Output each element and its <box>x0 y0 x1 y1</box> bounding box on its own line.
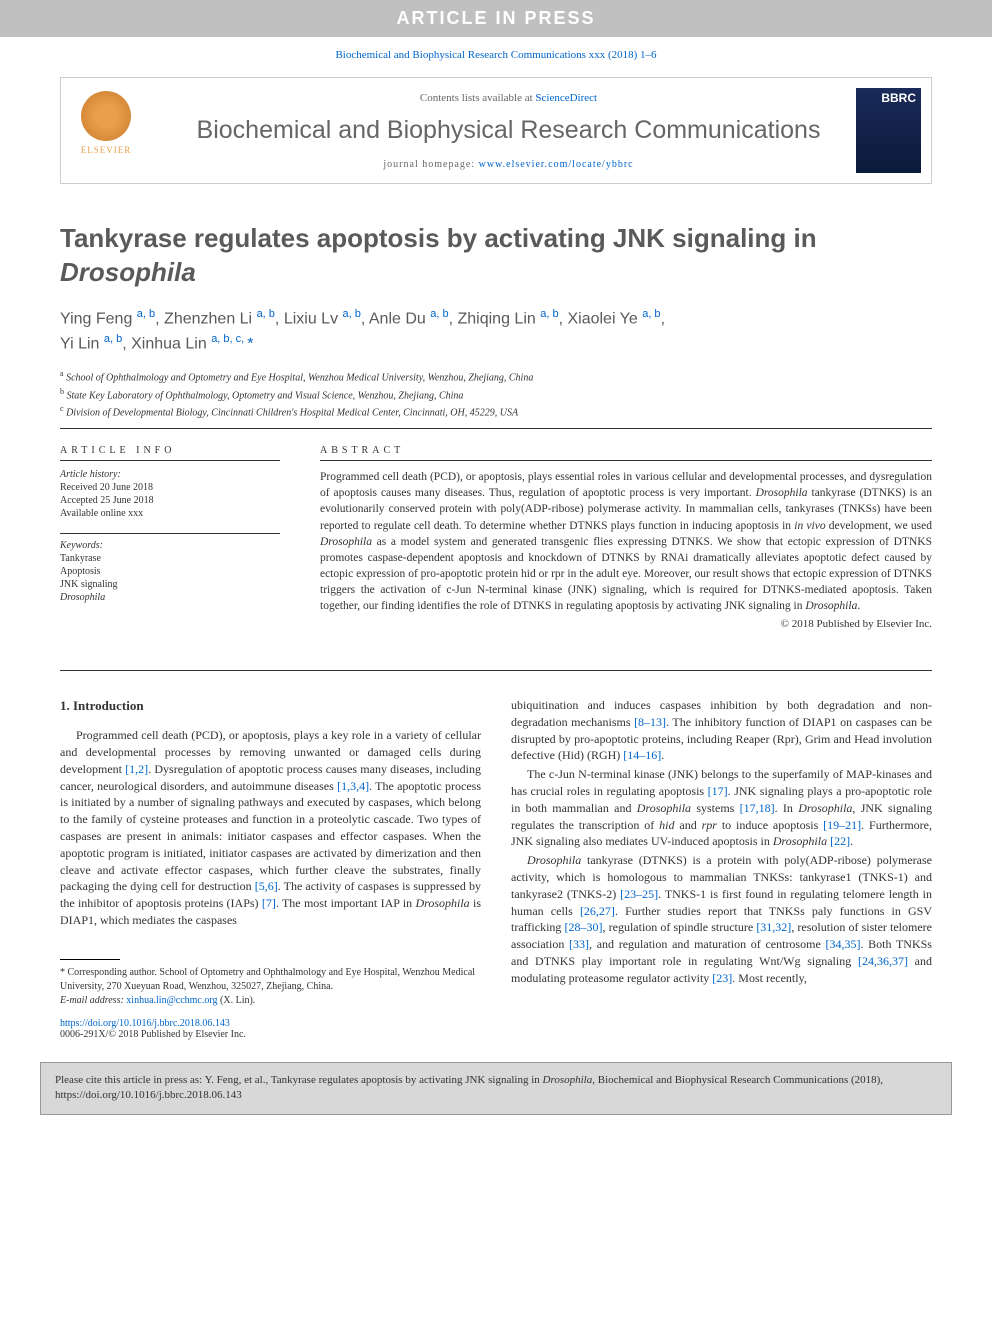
sciencedirect-link[interactable]: ScienceDirect <box>535 92 597 104</box>
contents-line: Contents lists available at ScienceDirec… <box>161 92 856 104</box>
doi-link[interactable]: https://doi.org/10.1016/j.bbrc.2018.06.1… <box>60 1018 230 1029</box>
article-title: Tankyrase regulates apoptosis by activat… <box>60 222 932 290</box>
body-text: 1. Introduction Programmed cell death (P… <box>0 697 992 1008</box>
journal-cover-thumbnail: BBRC <box>856 88 921 173</box>
elsevier-logo: ELSEVIER <box>71 91 141 171</box>
article-info-heading: ARTICLE INFO <box>60 445 280 461</box>
body-column-right: ubiquitination and induces caspases inhi… <box>511 697 932 1008</box>
doi-block: https://doi.org/10.1016/j.bbrc.2018.06.1… <box>0 1008 992 1052</box>
journal-header: ELSEVIER Contents lists available at Sci… <box>60 77 932 184</box>
email-link[interactable]: xinhua.lin@cchmc.org <box>126 995 217 1006</box>
copyright: © 2018 Published by Elsevier Inc. <box>320 618 932 630</box>
journal-name: Biochemical and Biophysical Research Com… <box>161 116 856 145</box>
homepage-link[interactable]: www.elsevier.com/locate/ybbrc <box>479 159 634 170</box>
abstract-heading: ABSTRACT <box>320 445 932 461</box>
corresponding-author-footnote: * Corresponding author. School of Optome… <box>60 966 481 1008</box>
affiliations: a School of Ophthalmology and Optometry … <box>60 368 932 420</box>
article-info: ARTICLE INFO Article history: Received 2… <box>60 445 280 630</box>
authors: Ying Feng a, b, Zhenzhen Li a, b, Lixiu … <box>60 306 932 357</box>
cite-article-box: Please cite this article in press as: Y.… <box>40 1062 952 1115</box>
abstract: ABSTRACT Programmed cell death (PCD), or… <box>320 445 932 630</box>
homepage-line: journal homepage: www.elsevier.com/locat… <box>161 159 856 170</box>
elsevier-text: ELSEVIER <box>71 145 141 155</box>
body-column-left: 1. Introduction Programmed cell death (P… <box>60 697 481 1008</box>
abstract-text: Programmed cell death (PCD), or apoptosi… <box>320 469 932 614</box>
section-heading-intro: 1. Introduction <box>60 697 481 715</box>
citation-line: Biochemical and Biophysical Research Com… <box>0 37 992 69</box>
article-in-press-banner: ARTICLE IN PRESS <box>0 0 992 37</box>
